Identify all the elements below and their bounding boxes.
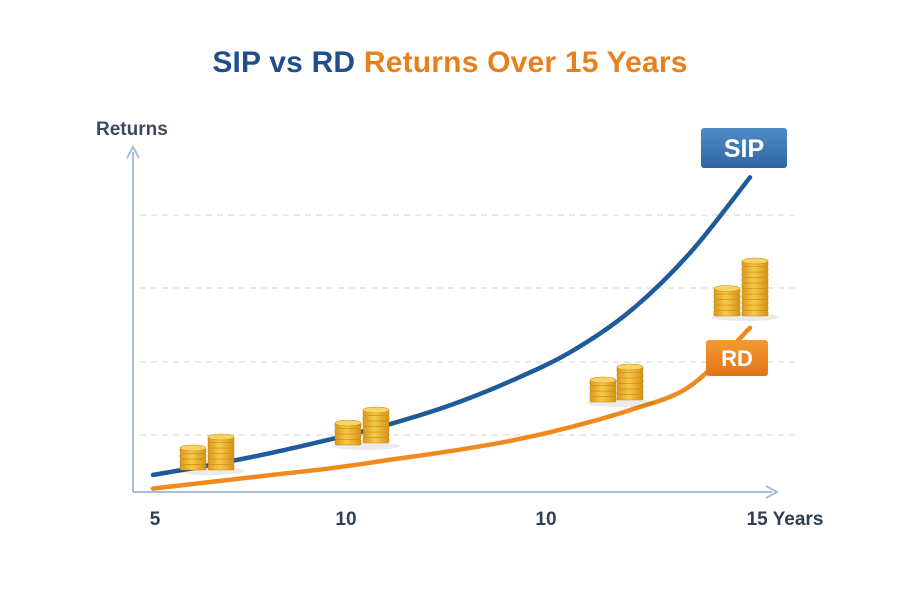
coin-stack	[713, 285, 741, 317]
x-tick-label: 5	[150, 509, 161, 530]
x-tick-labels: 5 10 10 15 Years	[150, 509, 824, 530]
series-label-sip-text: SIP	[724, 135, 764, 163]
axes	[126, 144, 780, 499]
coin-stacks	[177, 257, 779, 475]
coin-stack	[362, 406, 390, 444]
chart-title: SIP vs RD Returns Over 15 Years	[0, 46, 900, 80]
coin-stack-icon	[711, 257, 779, 321]
series-label-rd-text: RD	[721, 346, 753, 371]
x-tick-label: 15 Years	[747, 509, 824, 530]
series-line-rd	[150, 325, 753, 491]
coin-stack	[334, 419, 362, 446]
coin-stack-icon	[332, 406, 400, 450]
x-tick-label: 10	[535, 509, 556, 530]
series-label-sip: SIP	[701, 128, 787, 168]
coin-stack	[741, 257, 769, 317]
x-tick-label: 10	[335, 509, 356, 530]
series-lines	[150, 175, 753, 491]
coin-stack	[207, 433, 235, 471]
series-label-rd: RD	[706, 340, 768, 376]
coin-stack-icon	[586, 363, 655, 407]
chart-title-part-returns: Returns Over 15 Years	[363, 46, 688, 79]
coin-stack	[589, 376, 617, 403]
coin-stack	[179, 444, 207, 471]
x-axis-arrow-icon	[765, 485, 780, 499]
coin-stack-icon	[177, 433, 245, 475]
chart-title-part-sip-rd: SIP vs RD	[212, 46, 356, 79]
series-line-sip	[150, 175, 753, 478]
grid-lines	[140, 214, 800, 436]
y-axis-label: Returns	[96, 119, 168, 140]
coin-stack	[616, 363, 644, 401]
y-axis-arrow-icon	[126, 144, 140, 159]
